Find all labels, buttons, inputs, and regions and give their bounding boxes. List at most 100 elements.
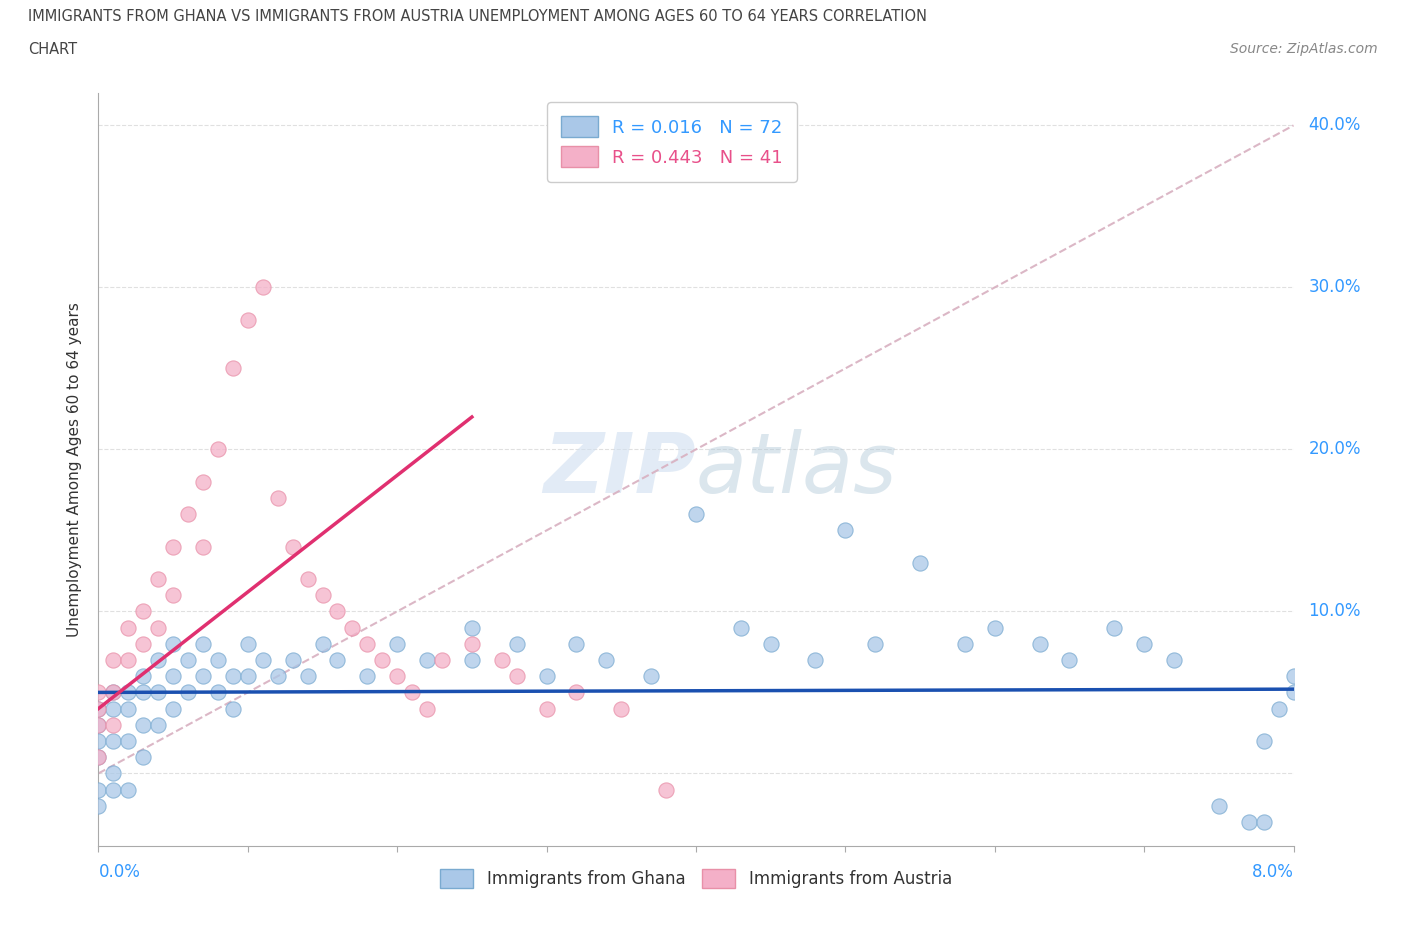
Text: CHART: CHART xyxy=(28,42,77,57)
Point xyxy=(1028,636,1050,651)
Point xyxy=(610,701,633,716)
Point xyxy=(536,701,558,716)
Point xyxy=(103,766,125,781)
Point xyxy=(326,604,349,618)
Point xyxy=(132,604,155,618)
Point xyxy=(117,701,139,716)
Point xyxy=(117,685,139,700)
Point xyxy=(281,539,304,554)
Point xyxy=(132,717,155,732)
Point xyxy=(132,636,155,651)
Point xyxy=(87,798,110,813)
Point xyxy=(865,636,887,651)
Point xyxy=(191,669,214,684)
Point xyxy=(595,653,617,668)
Point xyxy=(461,653,484,668)
Point xyxy=(1282,669,1305,684)
Text: 8.0%: 8.0% xyxy=(1251,862,1294,881)
Point xyxy=(908,555,931,570)
Point xyxy=(984,620,1007,635)
Point xyxy=(162,636,184,651)
Point xyxy=(236,669,259,684)
Point xyxy=(207,442,229,457)
Point xyxy=(953,636,976,651)
Point xyxy=(267,490,290,505)
Text: 0.0%: 0.0% xyxy=(98,862,141,881)
Point xyxy=(281,653,304,668)
Point xyxy=(401,685,423,700)
Point xyxy=(177,685,200,700)
Point xyxy=(117,782,139,797)
Point xyxy=(491,653,513,668)
Point xyxy=(222,669,245,684)
Text: Source: ZipAtlas.com: Source: ZipAtlas.com xyxy=(1230,42,1378,56)
Point xyxy=(565,685,588,700)
Point xyxy=(759,636,782,651)
Point xyxy=(506,669,529,684)
Point xyxy=(461,620,484,635)
Point xyxy=(87,685,110,700)
Point xyxy=(148,572,170,587)
Point xyxy=(162,539,184,554)
Point xyxy=(655,782,678,797)
Point xyxy=(148,717,170,732)
Point xyxy=(87,717,110,732)
Point xyxy=(207,653,229,668)
Point xyxy=(162,588,184,603)
Point xyxy=(461,636,484,651)
Point xyxy=(162,701,184,716)
Point xyxy=(103,782,125,797)
Point xyxy=(87,750,110,764)
Point xyxy=(1253,815,1275,830)
Point xyxy=(385,669,409,684)
Point xyxy=(385,636,409,651)
Point xyxy=(326,653,349,668)
Point xyxy=(87,750,110,764)
Point xyxy=(685,507,707,522)
Point xyxy=(1059,653,1081,668)
Point xyxy=(311,636,333,651)
Point xyxy=(1163,653,1185,668)
Text: 10.0%: 10.0% xyxy=(1309,603,1361,620)
Point xyxy=(132,750,155,764)
Point xyxy=(191,539,214,554)
Point xyxy=(416,701,439,716)
Point xyxy=(506,636,529,651)
Point xyxy=(148,653,170,668)
Point xyxy=(356,636,378,651)
Point xyxy=(117,734,139,749)
Point xyxy=(87,701,110,716)
Point xyxy=(804,653,827,668)
Point xyxy=(117,653,139,668)
Point xyxy=(222,701,245,716)
Point xyxy=(297,572,319,587)
Point xyxy=(640,669,662,684)
Text: 40.0%: 40.0% xyxy=(1309,116,1361,135)
Point xyxy=(1104,620,1126,635)
Legend: Immigrants from Ghana, Immigrants from Austria: Immigrants from Ghana, Immigrants from A… xyxy=(433,862,959,895)
Point xyxy=(87,701,110,716)
Point xyxy=(103,717,125,732)
Point xyxy=(191,636,214,651)
Point xyxy=(191,474,214,489)
Point xyxy=(236,312,259,327)
Point xyxy=(148,620,170,635)
Point xyxy=(103,685,125,700)
Y-axis label: Unemployment Among Ages 60 to 64 years: Unemployment Among Ages 60 to 64 years xyxy=(67,302,83,637)
Point xyxy=(416,653,439,668)
Point xyxy=(1253,734,1275,749)
Point xyxy=(87,734,110,749)
Point xyxy=(356,669,378,684)
Point xyxy=(148,685,170,700)
Point xyxy=(103,653,125,668)
Point xyxy=(430,653,453,668)
Point xyxy=(87,782,110,797)
Text: IMMIGRANTS FROM GHANA VS IMMIGRANTS FROM AUSTRIA UNEMPLOYMENT AMONG AGES 60 TO 6: IMMIGRANTS FROM GHANA VS IMMIGRANTS FROM… xyxy=(28,9,927,24)
Point xyxy=(297,669,319,684)
Point xyxy=(103,734,125,749)
Point xyxy=(162,669,184,684)
Point xyxy=(132,669,155,684)
Point xyxy=(1282,685,1305,700)
Point xyxy=(1237,815,1260,830)
Point xyxy=(342,620,364,635)
